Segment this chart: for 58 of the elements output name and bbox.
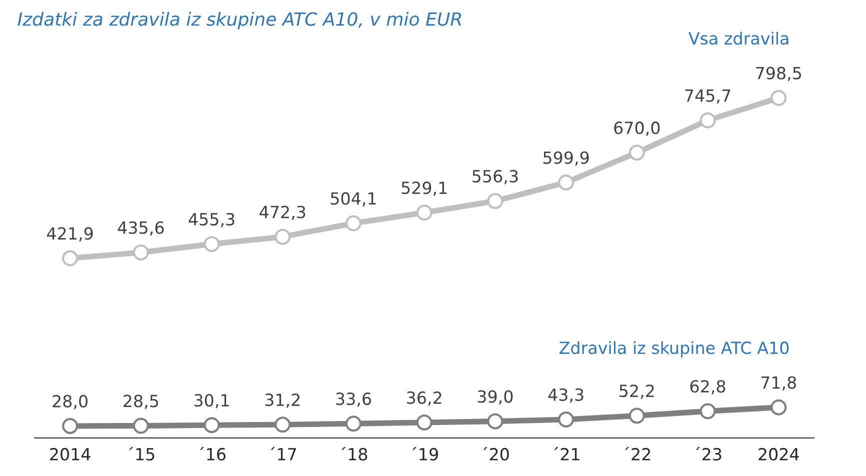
point: [558, 174, 574, 190]
data-label: 745,7: [685, 90, 730, 104]
point: [132, 244, 149, 260]
data-label: 504,1: [330, 192, 376, 206]
data-label: 529,1: [402, 182, 447, 196]
point: [204, 417, 220, 434]
point: [274, 416, 291, 433]
x-tick-label: ´16: [200, 446, 226, 461]
data-label: 36,2: [407, 391, 442, 406]
point: [700, 112, 716, 128]
data-label: 43,3: [548, 388, 584, 403]
data-label: 62,8: [690, 380, 726, 394]
x-tick-label: 2024: [758, 448, 799, 461]
data-label: 435,6: [118, 221, 164, 236]
data-label: 52,2: [620, 384, 654, 399]
data-label: 28,5: [124, 394, 158, 409]
point: [700, 403, 716, 420]
x-tick-label: ´18: [342, 446, 368, 461]
point: [132, 418, 149, 434]
data-label: 28,0: [52, 394, 88, 410]
point: [416, 414, 432, 430]
point: [62, 250, 78, 266]
data-label: 472,3: [260, 206, 306, 220]
data-label: 33,6: [336, 392, 371, 407]
point: [274, 228, 291, 245]
point: [770, 90, 787, 106]
data-label: 421,9: [47, 227, 93, 242]
x-tick-label: ´23: [696, 446, 722, 461]
data-label: 556,3: [472, 170, 518, 184]
data-label: 670,0: [614, 122, 660, 136]
x-tick-label: ´17: [270, 446, 296, 460]
point: [487, 193, 504, 210]
point: [558, 411, 574, 428]
x-tick-label: ´22: [625, 446, 650, 460]
point: [628, 144, 645, 161]
point: [345, 416, 362, 432]
x-tick-label: 2014: [50, 448, 90, 461]
point: [487, 413, 504, 430]
point: [770, 399, 787, 416]
data-label: 798,5: [756, 66, 802, 82]
chart-title: Izdatki za zdravila iz skupine ATC A10, v mio EUR: [18, 12, 461, 30]
data-label: 599,9: [543, 151, 589, 166]
x-tick-label: ´15: [129, 446, 154, 461]
point: [416, 204, 432, 221]
x-tick-label: ´19: [412, 446, 438, 461]
data-label: 30,1: [194, 394, 229, 408]
data-label: 71,8: [761, 376, 796, 391]
point: [628, 408, 645, 424]
text: Vsa zdravila: [688, 32, 788, 45]
data-label: 31,2: [265, 394, 300, 408]
text: Zdravila iz skupine ATC A10: [560, 341, 789, 358]
point: [204, 236, 220, 252]
data-label: 39,0: [478, 390, 513, 405]
data-label: 455,3: [188, 212, 234, 228]
x-tick-label: ´21: [554, 446, 580, 460]
point: [62, 418, 78, 434]
point: [345, 215, 362, 232]
x-tick-label: ´20: [483, 446, 509, 461]
